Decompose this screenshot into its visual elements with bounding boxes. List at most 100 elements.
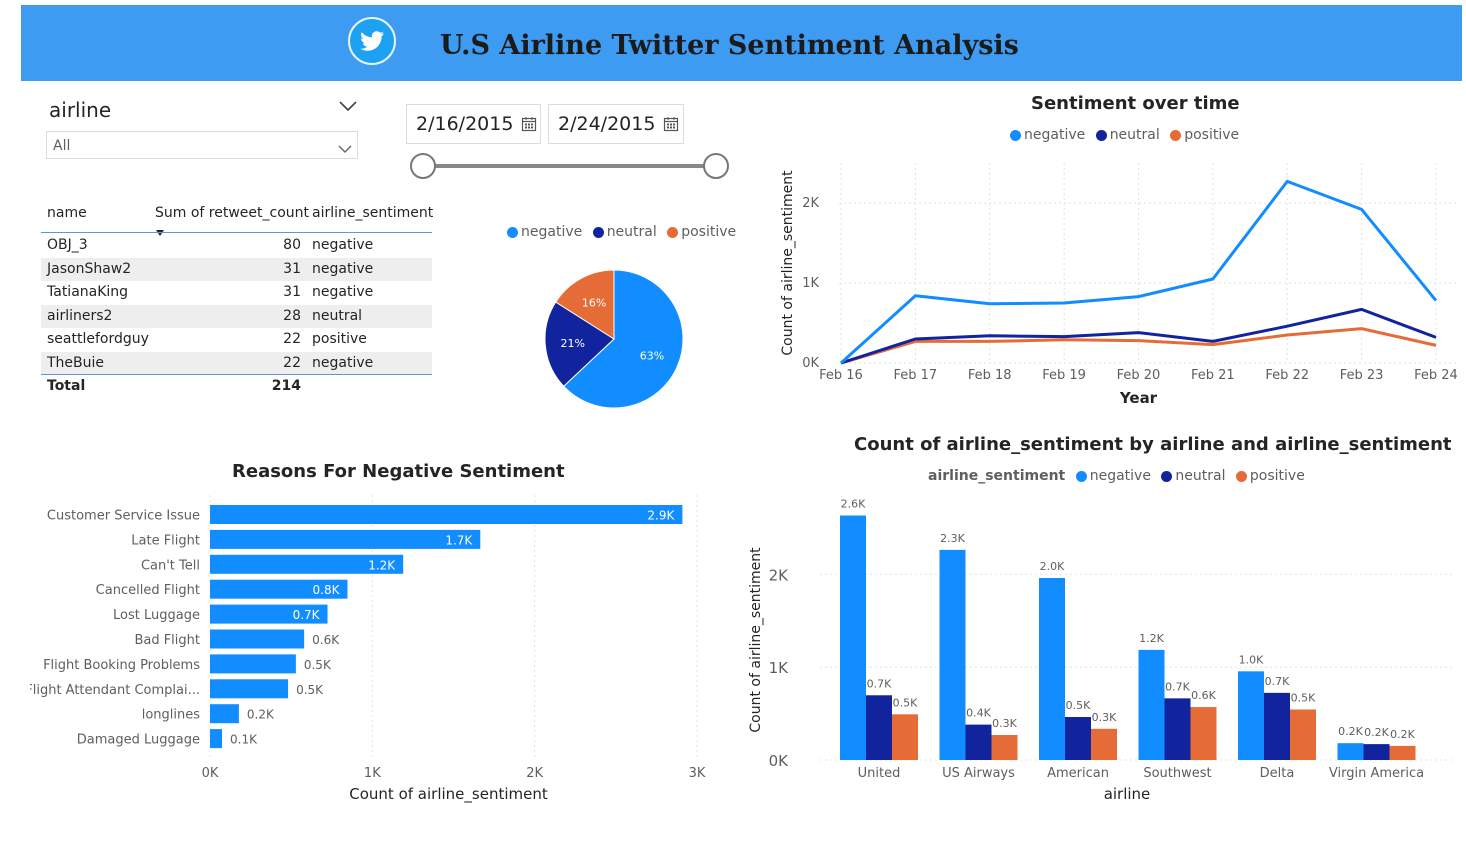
table-row[interactable]: airliners2 28 neutral [41,305,432,328]
reason-bar[interactable] [210,729,223,749]
pie-data-label: 21% [561,337,585,350]
y-tick-label: Flight Booking Problems [43,658,200,673]
date-range-track[interactable] [423,164,716,168]
legend-item-neutral[interactable]: neutral [1161,468,1225,484]
bar-data-label: 0.7K [1165,680,1190,693]
legend-item-neutral[interactable]: neutral [592,224,657,240]
table-total-divider [41,374,432,375]
legend-label-negative: negative [521,224,583,240]
table-cell-retweet-count: 22 [283,331,301,347]
bar-data-label: 0.3K [992,717,1017,730]
end-date-input[interactable] [548,104,684,144]
table-header-retweet-count[interactable]: Sum of retweet_count [155,205,310,221]
reason-bar[interactable] [210,554,404,574]
pie-slice-positive[interactable] [555,269,615,340]
x-tick-label: Feb 20 [1117,368,1161,383]
pie-slice-negative[interactable] [562,269,684,409]
reason-bar[interactable] [210,679,289,699]
column-bar-neutral[interactable] [1065,717,1091,760]
column-bar-positive[interactable] [991,735,1018,760]
reason-bar[interactable] [210,629,305,649]
date-range-start-handle[interactable] [410,153,436,179]
start-date-value: 2/16/2015 [416,113,514,135]
y-tick-label: 0K [802,356,819,371]
table-total-value: 214 [271,378,301,394]
table-row[interactable]: TatianaKing 31 negative [41,281,432,304]
line-series-positive[interactable] [840,327,1437,365]
twitter-bird-icon [348,17,396,65]
legend-item-positive[interactable]: positive [667,224,736,240]
pie-slice-neutral[interactable] [544,301,615,387]
reason-bar[interactable] [210,505,683,524]
reason-bar[interactable] [210,654,296,674]
chevron-down-icon[interactable] [338,98,358,112]
x-tick-label: Feb 17 [894,368,938,383]
line-series-negative[interactable] [839,179,1438,365]
table-row[interactable]: seattlefordguy 22 positive [41,328,432,351]
calendar-icon[interactable] [521,116,537,132]
column-bar-negative[interactable] [1337,743,1364,760]
reason-bar[interactable] [210,529,481,549]
y-axis-label: Count of airline_sentiment [748,547,764,733]
table-row[interactable]: JasonShaw2 31 negative [41,258,432,281]
y-axis-label: Count of airline_sentiment [780,170,796,356]
column-bar-positive[interactable] [1190,707,1217,760]
table-header-sentiment[interactable]: airline_sentiment [312,205,434,221]
bar-data-label: 2.6K [841,498,866,511]
column-bar-positive[interactable] [1290,709,1316,760]
reason-bar[interactable] [210,604,328,624]
reasons-chart-title: Reasons For Negative Sentiment [232,461,565,482]
legend-item-negative[interactable]: negative [1075,468,1151,484]
legend-label-neutral: neutral [1175,468,1226,484]
column-bar-neutral[interactable] [1363,744,1390,760]
column-bar-negative[interactable] [1138,649,1165,760]
start-date-input[interactable] [406,104,541,144]
column-bar-positive[interactable] [892,714,918,760]
legend-label-positive: positive [681,224,737,240]
table-row[interactable]: TheBuie 22 negative [41,352,432,375]
legend-dot-positive [1170,129,1182,141]
table-row-bg [41,304,432,328]
column-bar-neutral[interactable] [866,695,892,760]
column-bar-neutral[interactable] [965,724,992,760]
x-tick-label: Feb 16 [819,368,863,383]
x-tick-label: Feb 21 [1191,368,1235,383]
column-bar-negative[interactable] [1039,578,1065,760]
bar-data-label: 0.2K [1390,728,1415,741]
column-bar-neutral[interactable] [1264,692,1290,760]
legend-label-negative: negative [1024,127,1086,143]
legend-item-positive[interactable]: positive [1235,468,1305,484]
column-bar-positive[interactable] [1091,728,1117,760]
bar-data-label: 1.2K [368,558,396,572]
column-bar-negative[interactable] [939,549,966,760]
legend-item-negative[interactable]: negative [507,224,582,240]
x-tick-label: Feb 24 [1414,368,1458,383]
chevron-down-icon[interactable] [337,140,353,153]
column-bar-neutral[interactable] [1164,698,1191,760]
reason-bar[interactable] [210,579,348,599]
bar-data-label: 0.2K [1364,726,1389,739]
column-bar-negative[interactable] [1238,671,1264,760]
legend-item-negative[interactable]: negative [1010,127,1085,143]
legend-item-neutral[interactable]: neutral [1095,127,1160,143]
x-tick-label: Feb 22 [1265,368,1309,383]
airline-dropdown-value: All [53,138,71,154]
reason-bar[interactable] [210,704,239,724]
legend-label-negative: negative [1089,468,1151,484]
column-bar-negative[interactable] [840,515,866,760]
y-tick-label: 1K [769,659,790,677]
y-tick-label: 2K [802,196,819,211]
pie-data-label: 63% [640,349,664,362]
table-header-name[interactable]: name [47,205,87,221]
date-range-end-handle[interactable] [703,153,729,179]
legend-item-positive[interactable]: positive [1170,127,1239,143]
calendar-icon[interactable] [663,116,679,132]
legend-dot-neutral [1095,129,1107,141]
table-cell-sentiment: negative [312,260,374,277]
table-cell-sentiment: negative [312,237,374,253]
line-series-neutral[interactable] [840,307,1437,365]
column-bar-positive[interactable] [1389,745,1416,760]
airline-dropdown[interactable] [46,131,358,159]
table-row[interactable]: OBJ_3 80 negative [41,234,432,257]
end-date-value: 2/24/2015 [558,113,656,135]
